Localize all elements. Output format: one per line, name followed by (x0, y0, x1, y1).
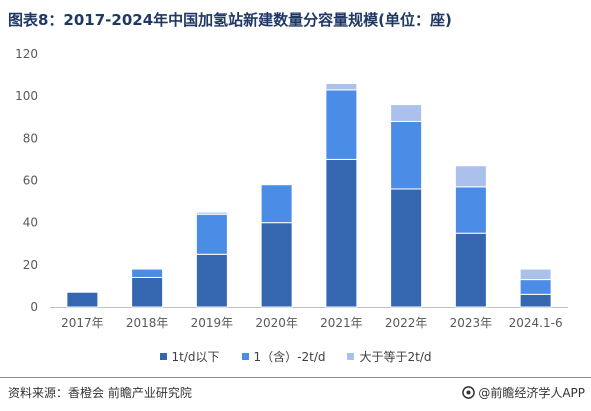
x-tick-label-4: 2021年 (320, 316, 363, 330)
x-tick-label-7: 2024.1-6 (509, 316, 563, 330)
legend: 1t/d以下 1（含）-2t/d 大于等于2t/d (0, 348, 591, 365)
bar-segment-2-2 (195, 211, 228, 215)
legend-swatch-above-2t (347, 353, 355, 360)
bar-segment-0-7 (519, 293, 552, 308)
bar-segment-0-3 (260, 222, 293, 308)
y-tick-label-3: 60 (23, 174, 38, 188)
x-tick-label-2: 2019年 (191, 316, 234, 330)
legend-label-above-2t: 大于等于2t/d (359, 350, 432, 364)
bar-segment-1-1 (131, 268, 164, 278)
bar-segment-1-3 (260, 184, 293, 224)
bar-segment-1-4 (325, 89, 358, 160)
legend-label-1-to-2t: 1（含）-2t/d (253, 350, 326, 364)
y-tick-label-0: 0 (30, 300, 38, 314)
bar-segment-0-0 (66, 291, 99, 308)
y-tick-label-2: 40 (23, 216, 38, 230)
stacked-bar-chart: 0 20 40 60 80 100 120 2017年 2018年 2019年 2020年 2021年… (15, 47, 568, 330)
legend-item-above-2t: 大于等于2t/d (347, 348, 432, 365)
y-tick-label-5: 100 (15, 89, 38, 103)
bar-segment-1-2 (195, 213, 228, 255)
bar-segment-1-6 (454, 186, 487, 234)
footer-divider (0, 377, 591, 378)
y-tick-label-6: 120 (15, 47, 38, 61)
brand-credit: @前瞻经济学人APP (462, 384, 585, 401)
chart-title: 图表8：2017-2024年中国加氢站新建数量分容量规模(单位：座) (8, 11, 452, 29)
bar-segment-0-4 (325, 158, 358, 308)
x-tick-label-1: 2018年 (126, 316, 169, 330)
bar-segment-0-1 (131, 276, 164, 308)
x-tick-label-6: 2023年 (450, 316, 493, 330)
y-tick-label-1: 20 (23, 258, 38, 272)
legend-item-1-to-2t: 1（含）-2t/d (241, 348, 326, 365)
bar-segment-1-5 (390, 120, 423, 190)
legend-swatch-below-1t (159, 353, 167, 360)
brand-logo-icon (462, 386, 476, 399)
legend-swatch-1-to-2t (241, 353, 249, 360)
bar-segment-0-2 (195, 253, 228, 308)
bar-segment-2-4 (325, 83, 358, 91)
bar-segment-0-6 (454, 232, 487, 308)
x-tick-label-3: 2020年 (255, 316, 298, 330)
y-tick-label-4: 80 (23, 131, 38, 145)
bar-segment-2-5 (390, 104, 423, 122)
x-tick-label-0: 2017年 (61, 316, 104, 330)
bar-segment-2-7 (519, 268, 552, 281)
bar-segment-2-6 (454, 165, 487, 188)
x-tick-label-5: 2022年 (385, 316, 428, 330)
legend-item-below-1t: 1t/d以下 (159, 348, 220, 365)
bar-segment-1-7 (519, 279, 552, 295)
brand-text: @前瞻经济学人APP (478, 386, 585, 400)
bar-segment-0-5 (390, 188, 423, 308)
source-note: 资料来源：香橙会 前瞻产业研究院 (8, 386, 192, 400)
legend-label-below-1t: 1t/d以下 (171, 350, 220, 364)
